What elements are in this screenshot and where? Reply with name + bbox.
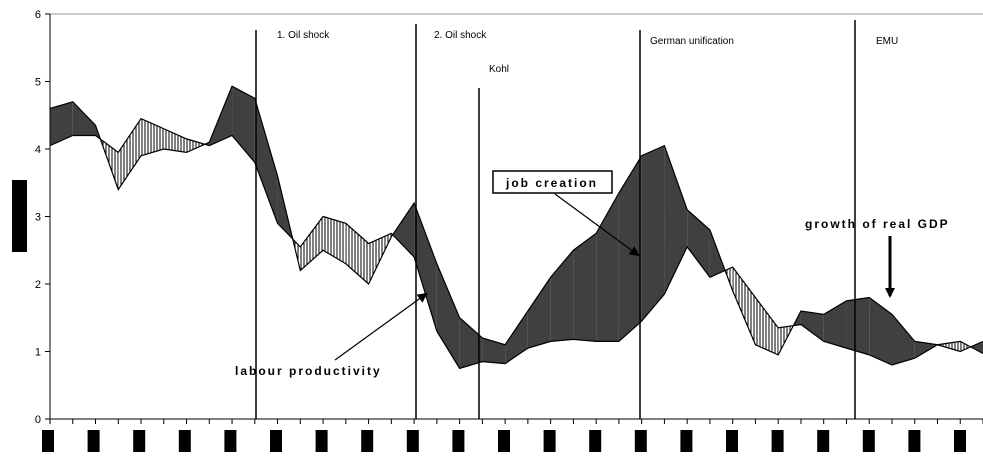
event-label: EMU bbox=[876, 36, 898, 47]
job-creation-area bbox=[823, 300, 847, 349]
job-creation-area bbox=[72, 101, 96, 136]
job-creation-area bbox=[970, 341, 983, 354]
x-tick-label-block bbox=[771, 430, 784, 452]
job-creation-area bbox=[891, 314, 915, 365]
x-tick-label-block bbox=[406, 430, 419, 452]
x-tick-label-block bbox=[270, 430, 282, 452]
productivity-excess-area bbox=[163, 128, 187, 153]
y-tick-label: 1 bbox=[35, 347, 41, 359]
x-tick-label-block bbox=[817, 430, 830, 452]
productivity-excess-area bbox=[300, 216, 324, 271]
annotation-box bbox=[492, 170, 613, 194]
productivity-excess-area bbox=[141, 118, 164, 156]
x-tick-label-block bbox=[634, 430, 647, 452]
productivity-excess-area bbox=[118, 118, 142, 190]
y-tick-label: 3 bbox=[35, 212, 41, 224]
job-creation-area bbox=[914, 341, 938, 359]
job-creation-area bbox=[505, 311, 528, 364]
job-creation-area bbox=[687, 209, 710, 278]
productivity-excess-area bbox=[186, 138, 205, 153]
x-tick-label-block bbox=[954, 430, 966, 452]
y-tick-label: 5 bbox=[35, 77, 41, 89]
event-label: Kohl bbox=[489, 64, 509, 75]
annotation-arrow bbox=[554, 193, 640, 257]
job-creation-area bbox=[459, 317, 483, 369]
x-tick-label-block bbox=[42, 430, 54, 452]
job-creation-area bbox=[641, 145, 665, 322]
job-creation-area bbox=[618, 155, 642, 342]
productivity-excess-area bbox=[755, 297, 779, 355]
x-tick-label-block bbox=[498, 430, 510, 452]
job-creation-area bbox=[596, 192, 619, 342]
event-label: 1. Oil shock bbox=[277, 30, 330, 41]
annotation: job creation bbox=[505, 176, 598, 190]
job-creation-area bbox=[392, 203, 415, 257]
x-tick-label-block bbox=[87, 430, 100, 452]
x-tick-label-block bbox=[178, 430, 191, 452]
job-creation-area bbox=[254, 98, 278, 224]
y-tick-label: 6 bbox=[35, 9, 41, 21]
job-creation-area bbox=[869, 297, 892, 365]
event-label: German unification bbox=[650, 36, 734, 47]
job-creation-area bbox=[664, 145, 688, 295]
job-creation-area bbox=[232, 86, 255, 163]
productivity-excess-area bbox=[345, 223, 369, 284]
x-tick-label-block bbox=[908, 430, 921, 452]
productivity-excess-area bbox=[323, 216, 346, 264]
productivity-excess-area bbox=[732, 267, 756, 345]
job-creation-area bbox=[846, 297, 870, 355]
job-creation-area bbox=[482, 338, 506, 364]
x-tick-label-block bbox=[224, 430, 237, 452]
x-tick-label-block bbox=[589, 430, 602, 452]
y-tick-label: 2 bbox=[35, 279, 41, 291]
x-tick-label-block bbox=[680, 430, 693, 452]
job-creation-area bbox=[573, 233, 597, 342]
job-creation-area bbox=[800, 311, 824, 342]
productivity-excess-area bbox=[960, 341, 971, 352]
y-tick-label: 4 bbox=[35, 144, 41, 156]
annotation: labour productivity bbox=[235, 364, 382, 378]
x-tick-label-block bbox=[315, 430, 328, 452]
y-axis-label-block bbox=[12, 180, 27, 252]
annotation-arrow bbox=[334, 292, 428, 361]
x-tick-label-block bbox=[361, 430, 374, 452]
event-label: 2. Oil shock bbox=[434, 30, 487, 41]
job-creation-area bbox=[550, 250, 574, 342]
job-creation-area bbox=[50, 101, 73, 146]
job-creation-area bbox=[414, 203, 437, 332]
x-tick-label-block bbox=[726, 430, 738, 452]
y-tick-label: 0 bbox=[35, 414, 41, 426]
series-line bbox=[49, 117, 983, 370]
x-tick-label-block bbox=[543, 430, 556, 452]
job-creation-area bbox=[436, 263, 460, 369]
x-tick-label-block bbox=[452, 430, 465, 452]
job-creation-area bbox=[527, 277, 551, 349]
x-tick-label-block bbox=[133, 430, 146, 452]
annotation: growth of real GDP bbox=[805, 217, 950, 231]
x-tick-label-block bbox=[862, 430, 875, 452]
